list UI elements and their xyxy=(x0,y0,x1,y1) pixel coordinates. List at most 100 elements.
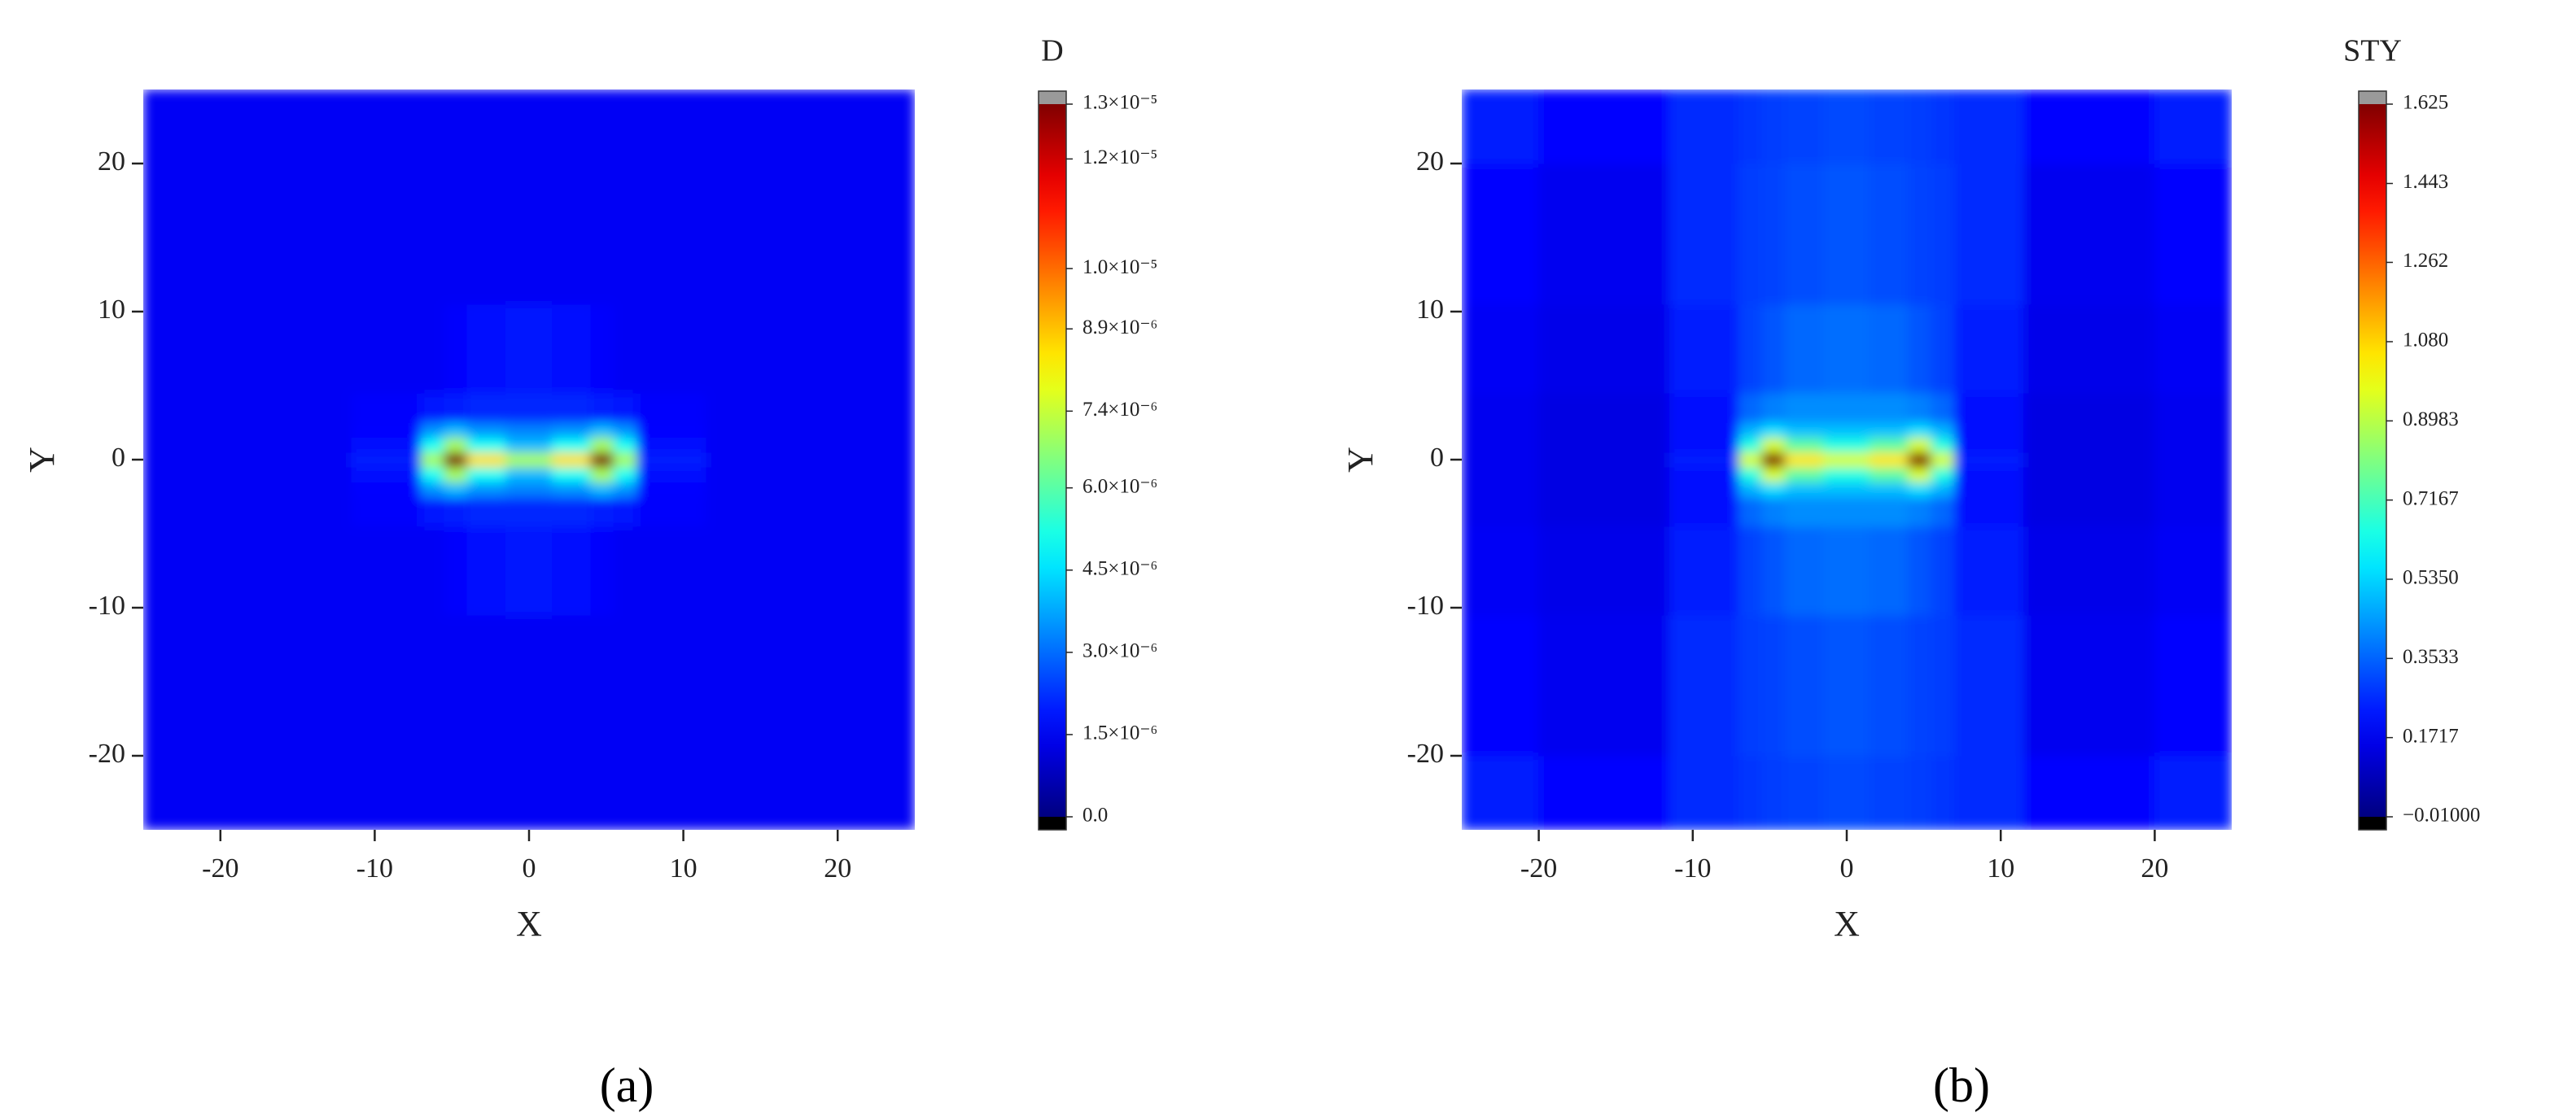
x-tick-label: 20 xyxy=(824,853,851,884)
heat-cell xyxy=(444,303,468,394)
heat-cell xyxy=(706,466,838,482)
heat-cell xyxy=(466,481,507,497)
heat-cell xyxy=(1784,755,1825,830)
heat-cell xyxy=(351,526,422,616)
colorbar-tick-label: 3.0×10⁻⁶ xyxy=(1082,640,1157,662)
colorbar-tick-label: 0.7167 xyxy=(2403,487,2459,509)
heat-cell xyxy=(2023,466,2155,482)
y-tick-label: 0 xyxy=(1430,443,1444,473)
heat-cell xyxy=(706,303,838,394)
heat-cell xyxy=(2154,496,2232,527)
heat-cell xyxy=(505,303,553,394)
heat-cell xyxy=(1823,496,1870,527)
heat-cell xyxy=(2154,303,2232,394)
heat-cell xyxy=(837,422,915,439)
heat-cell xyxy=(466,526,507,616)
heat-cell xyxy=(143,422,221,439)
heat-cell xyxy=(551,452,592,468)
heat-cell xyxy=(1462,452,1540,468)
heat-cell xyxy=(706,452,838,468)
heat-cell xyxy=(351,437,422,453)
heat-cell xyxy=(1738,526,1763,616)
heat-cell xyxy=(1908,481,1932,497)
heat-cell xyxy=(1908,303,1932,394)
heat-cell xyxy=(590,392,614,423)
x-tick-label: -20 xyxy=(202,853,238,884)
heat-cell xyxy=(837,392,915,423)
heat-cell xyxy=(1908,614,1932,757)
heat-cell xyxy=(1784,481,1825,497)
heat-cell xyxy=(1761,614,1786,757)
heat-cell xyxy=(1953,466,2025,482)
heat-cell xyxy=(1738,303,1763,394)
heat-cell xyxy=(636,466,707,482)
heat-cell xyxy=(636,437,707,453)
heat-cell xyxy=(1462,496,1540,527)
heat-cell xyxy=(1823,437,1870,453)
heat-cell xyxy=(1462,163,1540,305)
heat-cell xyxy=(1784,303,1825,394)
heat-cell xyxy=(636,496,707,527)
heat-cell xyxy=(220,452,352,468)
heat-cell xyxy=(551,481,592,497)
heat-cell xyxy=(143,437,221,453)
heat-cell xyxy=(590,526,614,616)
heat-cell xyxy=(1668,422,1740,439)
heat-cell xyxy=(1908,526,1932,616)
colorbar-tick-label: 1.3×10⁻⁵ xyxy=(1082,92,1157,114)
heat-cell xyxy=(420,89,445,164)
heat-cell xyxy=(220,466,352,482)
heat-cell xyxy=(1462,755,1540,830)
heat-cell xyxy=(351,163,422,305)
x-tick-label: 20 xyxy=(2141,853,2168,884)
heat-cell xyxy=(636,392,707,423)
heat-cell xyxy=(613,452,638,468)
heat-cell xyxy=(590,89,614,164)
heat-cell xyxy=(505,614,553,757)
heat-cell xyxy=(143,496,221,527)
heat-cell xyxy=(1538,452,1670,468)
heat-cell xyxy=(837,496,915,527)
heat-cell xyxy=(613,437,638,453)
heat-cell xyxy=(2154,392,2232,423)
y-tick-label: 20 xyxy=(98,146,125,177)
y-tick-label: -20 xyxy=(1407,739,1444,769)
heat-cell xyxy=(1668,496,1740,527)
x-tick-label: -20 xyxy=(1520,853,1557,884)
heat-cell xyxy=(551,163,592,305)
heat-cell xyxy=(1953,526,2025,616)
heat-cell xyxy=(351,392,422,423)
heat-cell xyxy=(590,437,614,453)
heat-cell xyxy=(220,422,352,439)
heat-cell xyxy=(1668,163,1740,305)
heat-cell xyxy=(1931,466,1955,482)
heat-cell xyxy=(590,163,614,305)
heat-cell xyxy=(1538,614,1670,757)
heat-cell xyxy=(420,481,445,497)
heat-cell xyxy=(1761,392,1786,423)
y-tick-label: -10 xyxy=(89,591,125,621)
heat-cell xyxy=(1953,303,2025,394)
heatmap xyxy=(1462,89,2232,830)
heat-cell xyxy=(1823,526,1870,616)
y-tick-label: 10 xyxy=(98,295,125,325)
heat-cell xyxy=(2023,89,2155,164)
heat-cell xyxy=(420,496,445,527)
heat-cell xyxy=(1761,466,1786,482)
heat-cell xyxy=(2023,614,2155,757)
heat-cell xyxy=(505,755,553,830)
colorbar-tick-label: 0.0 xyxy=(1082,805,1108,827)
x-tick-label: -10 xyxy=(1674,853,1711,884)
heat-cell xyxy=(551,437,592,453)
heat-cell xyxy=(505,437,553,453)
heat-cell xyxy=(2154,452,2232,468)
heat-cell xyxy=(143,89,221,164)
heat-cell xyxy=(1538,437,1670,453)
heat-cell xyxy=(1823,755,1870,830)
heat-cell xyxy=(420,452,445,468)
heat-cell xyxy=(636,614,707,757)
heat-cell xyxy=(1908,163,1932,305)
heat-cell xyxy=(551,755,592,830)
heat-cell xyxy=(220,526,352,616)
heat-cell xyxy=(351,89,422,164)
